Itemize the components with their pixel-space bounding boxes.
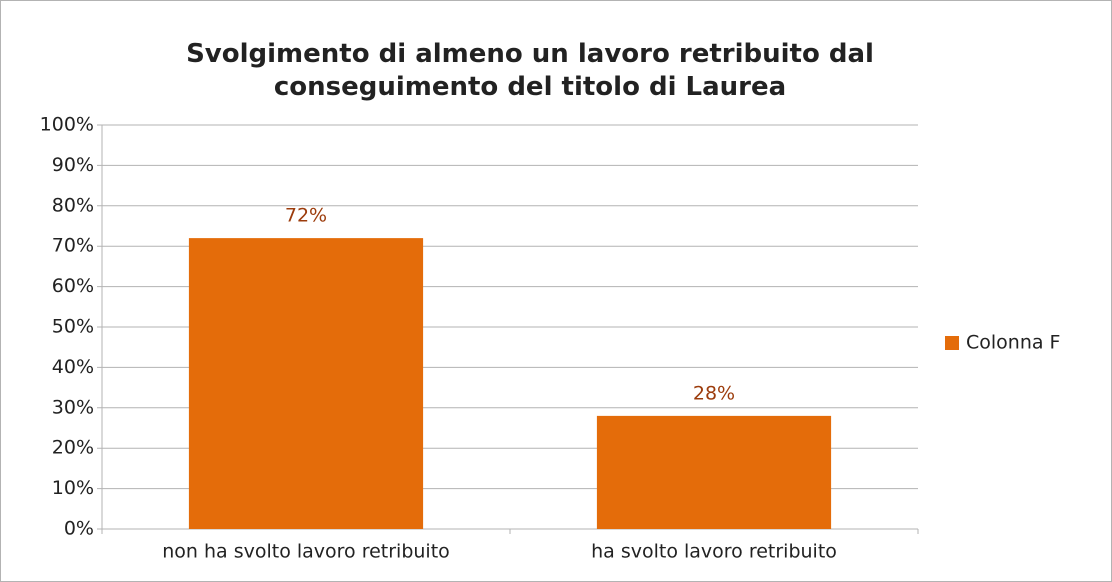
legend-swatch — [945, 336, 959, 350]
x-tick-label: non ha svolto lavoro retribuito — [162, 541, 450, 563]
chart-title: Svolgimento di almeno un lavoro retribui… — [186, 39, 874, 102]
y-tick-label: 70% — [52, 235, 94, 257]
y-tick-label: 90% — [52, 154, 94, 176]
y-tick-label: 50% — [52, 316, 94, 338]
y-tick-label: 10% — [52, 477, 94, 499]
y-tick-label: 60% — [52, 275, 94, 297]
y-tick-label: 100% — [40, 114, 94, 136]
y-tick-label: 20% — [52, 437, 94, 459]
y-tick-label: 40% — [52, 356, 94, 378]
bar — [188, 238, 424, 529]
x-tick-label: ha svolto lavoro retribuito — [591, 541, 837, 563]
y-tick-label: 0% — [64, 518, 94, 540]
bar — [596, 415, 832, 529]
legend-label: Colonna F — [966, 332, 1061, 354]
data-label: 72% — [285, 205, 327, 227]
data-label: 28% — [693, 382, 735, 404]
y-tick-label: 30% — [52, 396, 94, 418]
y-tick-label: 80% — [52, 194, 94, 216]
